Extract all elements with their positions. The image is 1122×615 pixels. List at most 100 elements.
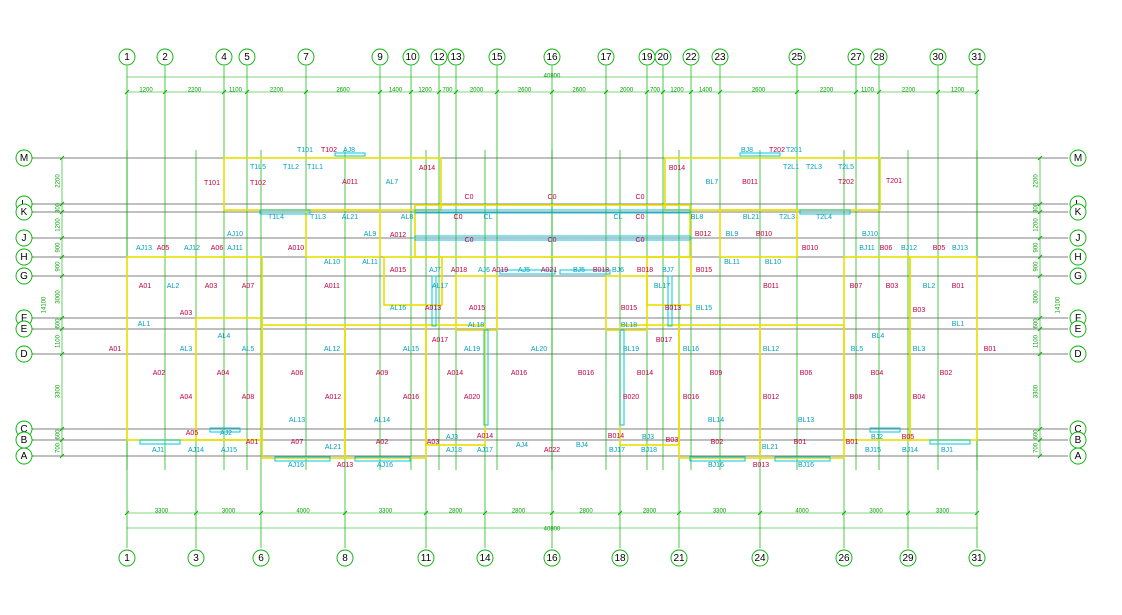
wall bbox=[843, 256, 911, 441]
dimension: 2600 bbox=[518, 88, 532, 94]
wall-label: B016 bbox=[683, 394, 699, 401]
beam bbox=[354, 456, 411, 462]
beam bbox=[689, 456, 746, 462]
wall-label: A014 bbox=[477, 433, 493, 440]
wall-label: B09 bbox=[710, 370, 723, 377]
dimension: 900 bbox=[1034, 261, 1040, 272]
dimension: 3300 bbox=[1034, 384, 1040, 398]
axis-label: 16 bbox=[546, 553, 558, 564]
axis-bubble bbox=[1069, 320, 1087, 338]
axis-bubble bbox=[543, 549, 561, 567]
side-total: 14100 bbox=[42, 296, 48, 313]
axis-label: B bbox=[21, 435, 28, 446]
wall bbox=[383, 256, 443, 306]
wall-label: B01 bbox=[846, 439, 859, 446]
wall-label: B01 bbox=[952, 283, 965, 290]
beam-label: CL bbox=[484, 214, 493, 221]
axis-label: 23 bbox=[714, 52, 726, 63]
axis-bubble bbox=[15, 447, 33, 465]
wall-label: B06 bbox=[800, 370, 813, 377]
wall-label: B07 bbox=[850, 283, 863, 290]
axis-label: K bbox=[21, 207, 28, 218]
bottom-total: 40800 bbox=[544, 527, 561, 533]
dim-tick bbox=[59, 209, 65, 215]
axis-bubble bbox=[336, 549, 354, 567]
wall-label: B018 bbox=[637, 267, 653, 274]
axis-bubble bbox=[15, 320, 33, 338]
axis-label: 11 bbox=[421, 553, 432, 564]
axis-bubble bbox=[1069, 229, 1087, 247]
beam-label: BL19 bbox=[623, 346, 639, 353]
beam-label: BJ12 bbox=[901, 245, 917, 252]
beam-label: BJ17 bbox=[609, 447, 625, 454]
wall-label: A010 bbox=[288, 245, 304, 252]
wall-label: C0 bbox=[636, 214, 645, 221]
beam-label: BL15 bbox=[696, 305, 712, 312]
axis-bubble bbox=[847, 48, 865, 66]
axis-bubble bbox=[543, 48, 561, 66]
beam bbox=[259, 209, 311, 215]
wall-label: C0 bbox=[636, 194, 645, 201]
wall-label: A011 bbox=[342, 179, 358, 186]
axis-label: F bbox=[21, 313, 27, 324]
dim-tick bbox=[549, 89, 555, 95]
dimension: 1200 bbox=[139, 88, 153, 94]
beam-label: BL9 bbox=[726, 231, 739, 238]
wall-label: A02 bbox=[376, 439, 389, 446]
beam-label: AL3 bbox=[180, 346, 193, 353]
beam bbox=[774, 456, 831, 462]
axis-label: 7 bbox=[303, 52, 309, 63]
axis-bubble bbox=[670, 549, 688, 567]
beam-label: AL18 bbox=[468, 322, 484, 329]
beam-label: AJ14 bbox=[188, 447, 204, 454]
axis-label: 1 bbox=[124, 553, 130, 564]
dim-tick bbox=[935, 89, 941, 95]
axis-bubble bbox=[238, 48, 256, 66]
axis-label: 28 bbox=[873, 52, 885, 63]
beam-label: BL11 bbox=[724, 259, 740, 266]
dim-tick bbox=[59, 155, 65, 161]
axis-bubble bbox=[447, 48, 465, 66]
dim-tick bbox=[482, 510, 488, 516]
beam-label: AJ6 bbox=[478, 267, 490, 274]
dimension: 1200 bbox=[951, 88, 965, 94]
wall-label: A020 bbox=[464, 394, 480, 401]
beam-label: AJ13 bbox=[136, 245, 152, 252]
wall-label: A06 bbox=[211, 245, 224, 252]
dimension: 600 bbox=[1034, 429, 1040, 440]
dim-tick bbox=[717, 89, 723, 95]
wall-label: B05 bbox=[933, 245, 946, 252]
wall-label: T102 bbox=[250, 180, 266, 187]
beam-label: T1L3 bbox=[310, 214, 326, 221]
beam-label: AJ18 bbox=[446, 447, 462, 454]
dimension: 4000 bbox=[296, 509, 310, 515]
beam-label: AL19 bbox=[464, 346, 480, 353]
wall-label: B018 bbox=[593, 267, 609, 274]
beam-label: BL3 bbox=[913, 346, 926, 353]
dim-tick bbox=[757, 510, 763, 516]
dim-tick bbox=[377, 89, 383, 95]
dim-tick bbox=[59, 453, 65, 459]
axis-label: 3 bbox=[193, 553, 199, 564]
beam-label: AL8 bbox=[401, 214, 414, 221]
dimension: 700 bbox=[1034, 442, 1040, 453]
dimension: 2200 bbox=[270, 88, 284, 94]
dimension: 1100 bbox=[56, 334, 62, 348]
beam-label: AL14 bbox=[374, 417, 390, 424]
beam bbox=[619, 329, 625, 426]
axis-bubble bbox=[297, 48, 315, 66]
wall-label: B012 bbox=[695, 231, 711, 238]
wall-label: A013 bbox=[337, 462, 353, 469]
dim-tick bbox=[59, 254, 65, 260]
dim-tick bbox=[436, 89, 442, 95]
beam-label: AL5 bbox=[242, 346, 255, 353]
dim-tick bbox=[453, 89, 459, 95]
dimension: 3000 bbox=[869, 509, 883, 515]
axis-bubble bbox=[156, 48, 174, 66]
beam-label: BJ18 bbox=[641, 447, 657, 454]
axis-label: M bbox=[1074, 153, 1082, 164]
wall-label: A03 bbox=[205, 283, 218, 290]
wall-label: B05 bbox=[902, 434, 915, 441]
beam-label: T2L5 bbox=[838, 164, 854, 171]
dim-tick bbox=[1037, 453, 1043, 459]
